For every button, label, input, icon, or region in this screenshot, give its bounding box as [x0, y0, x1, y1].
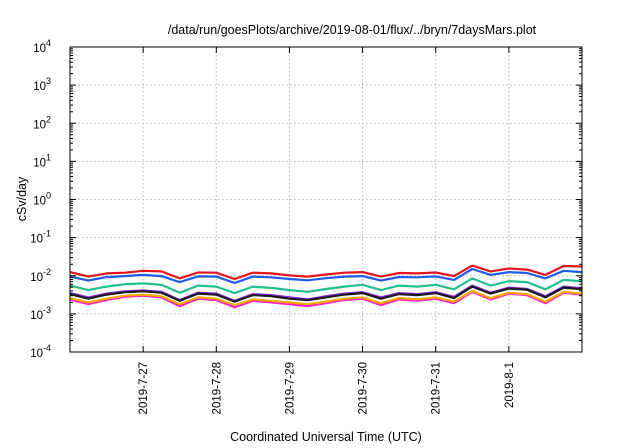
y-tick-base: 10 [30, 272, 43, 284]
grid-lines [70, 47, 582, 352]
y-tick-base: 10 [33, 196, 46, 208]
y-tick-exponent: 0 [46, 191, 51, 201]
y-tick-exponent: -1 [43, 229, 51, 239]
y-tick-label: 10-2 [30, 267, 51, 284]
y-tick-base: 10 [33, 81, 46, 93]
y-tick-label: 10-1 [30, 229, 51, 246]
y-tick-label: 104 [33, 38, 51, 55]
series-line [69, 277, 583, 295]
y-tick-label: 102 [33, 114, 51, 131]
y-tick-label: 10-4 [30, 343, 51, 360]
y-tick-exponent: -2 [43, 267, 51, 277]
y-tick-label: 10-3 [30, 305, 51, 322]
y-tick-exponent: 2 [46, 114, 51, 124]
x-tick-label: 2019-8-1 [504, 362, 516, 408]
x-axis-label: Coordinated Universal Time (UTC) [230, 430, 422, 444]
y-tick-base: 10 [30, 234, 43, 246]
x-tick-label: 2019-7-31 [431, 362, 443, 414]
y-tick-base: 10 [30, 348, 43, 360]
y-tick-exponent: 3 [46, 76, 51, 86]
y-tick-base: 10 [30, 310, 43, 322]
y-tick-label: 101 [33, 152, 51, 169]
y-tick-exponent: -3 [43, 305, 51, 315]
series-line [69, 267, 583, 284]
series-lines [69, 264, 583, 309]
x-axis: 2019-7-27 2019-7-28 2019-7-29 2019-7-30 2019… [138, 47, 516, 414]
y-tick-base: 10 [33, 43, 46, 55]
y-tick-exponent: 1 [46, 152, 51, 162]
x-tick-label: 2019-7-27 [138, 362, 150, 414]
x-tick-label: 2019-7-28 [211, 362, 223, 414]
x-tick-label: 2019-7-30 [358, 362, 370, 414]
y-tick-label: 103 [33, 76, 51, 93]
series-line [69, 285, 583, 303]
series-line [69, 290, 583, 309]
series-line [69, 289, 583, 307]
y-tick-base: 10 [33, 119, 46, 131]
series-line [69, 264, 583, 281]
y-tick-exponent: 4 [46, 38, 51, 48]
chart-title: /data/run/goesPlots/archive/2019-08-01/f… [168, 23, 537, 37]
x-tick-label: 2019-7-29 [284, 362, 296, 414]
y-axis-label: cSv/day [15, 176, 29, 221]
y-tick-base: 10 [33, 157, 46, 169]
y-tick-label: 100 [33, 191, 51, 208]
y-tick-exponent: -4 [43, 343, 51, 353]
